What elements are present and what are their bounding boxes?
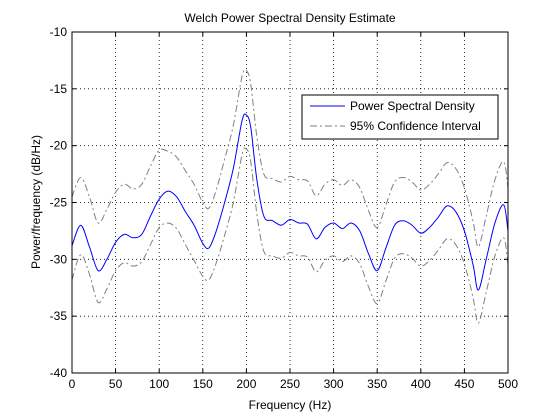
x-tick-label: 50 [109,377,123,391]
y-tick-label: -30 [50,252,68,266]
psd-line [71,113,509,291]
x-tick-label: 500 [498,377,518,391]
x-tick-label: 0 [69,377,76,391]
legend-psd-label: Power Spectral Density [350,99,475,113]
x-tick-label: 200 [236,377,256,391]
y-tick-label: -15 [50,82,68,96]
y-tick-label: -40 [50,366,68,380]
y-tick-label: -20 [50,139,68,153]
series-lines [71,68,509,324]
x-tick-label: 100 [149,377,169,391]
axis-ticks: 0 50 100 150 200 250 300 350 400 450 500 -40 -35 -30 -… [50,25,519,391]
ci-upper-line [71,68,509,248]
chart-title: Welch Power Spectral Density Estimate [184,11,396,25]
x-tick-label: 450 [454,377,474,391]
x-tick-label: 150 [193,377,213,391]
y-axis-label: Power/frequency (dB/Hz) [29,135,43,269]
legend: Power Spectral Density 95% Confidence Int… [301,94,499,140]
x-tick-label: 350 [367,377,387,391]
axes-background [72,32,508,373]
x-axis-label: Frequency (Hz) [249,398,332,412]
legend-ci-label: 95% Confidence Interval [350,119,481,133]
plot-area: 0 50 100 150 200 250 300 350 400 450 500 -40 -35 -30 -… [50,25,519,391]
x-tick-label: 250 [280,377,300,391]
grid [72,32,508,373]
legend-box [301,94,499,140]
y-tick-label: -10 [50,25,68,39]
y-tick-label: -25 [50,196,68,210]
x-tick-label: 400 [411,377,431,391]
x-tick-label: 300 [324,377,344,391]
y-tick-label: -35 [50,309,68,323]
